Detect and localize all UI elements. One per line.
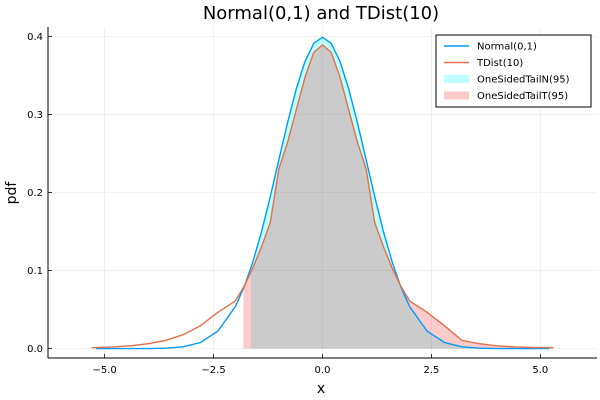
y-tick-label-3: 0.3 bbox=[27, 110, 43, 121]
y-tick-label-4: 0.4 bbox=[27, 32, 43, 43]
line-tdist-10- bbox=[91, 43, 554, 349]
legend-swatch-onesidedtailt-95- bbox=[444, 91, 469, 100]
legend-label-onesidedtailn-95-: OneSidedTailN(95) bbox=[477, 75, 570, 86]
area-onesidedtailt-95- bbox=[243, 44, 554, 349]
y-axis-label: pdf bbox=[4, 181, 20, 205]
tick-labels: −5.0 −2.5 0.0 2.5 5.0 0.0 0.1 0.2 0.3 0.4 bbox=[27, 32, 548, 376]
tail-areas bbox=[243, 37, 554, 349]
legend-swatch-onesidedtailn-95- bbox=[444, 75, 469, 83]
x-tick-label-3: 2.5 bbox=[423, 365, 439, 376]
y-tick-label-0: 0.0 bbox=[27, 344, 43, 355]
legend-label-tdist-10-: TDist(10) bbox=[476, 58, 523, 69]
x-tick-label-4: 5.0 bbox=[532, 365, 548, 376]
axes bbox=[47, 27, 597, 359]
x-axis-label: x bbox=[317, 381, 325, 397]
line-normal-0-1- bbox=[95, 36, 550, 350]
series-lines bbox=[91, 36, 554, 350]
chart-title: Normal(0,1) and TDist(10) bbox=[203, 3, 439, 24]
x-tick-label-0: −5.0 bbox=[92, 365, 116, 376]
y-tick-label-2: 0.2 bbox=[27, 188, 43, 199]
legend-box bbox=[435, 34, 592, 108]
area-onesidedtailn-95- bbox=[250, 37, 550, 349]
legend-label-normal-0-1-: Normal(0,1) bbox=[477, 42, 537, 53]
legend: Normal(0,1) TDist(10) OneSidedTailN(95) One… bbox=[435, 34, 592, 108]
x-tick-label-1: −2.5 bbox=[201, 365, 225, 376]
x-tick-label-2: 0.0 bbox=[315, 365, 331, 376]
legend-label-onesidedtailt-95-: OneSidedTailT(95) bbox=[477, 91, 568, 102]
y-tick-label-1: 0.1 bbox=[27, 266, 43, 277]
